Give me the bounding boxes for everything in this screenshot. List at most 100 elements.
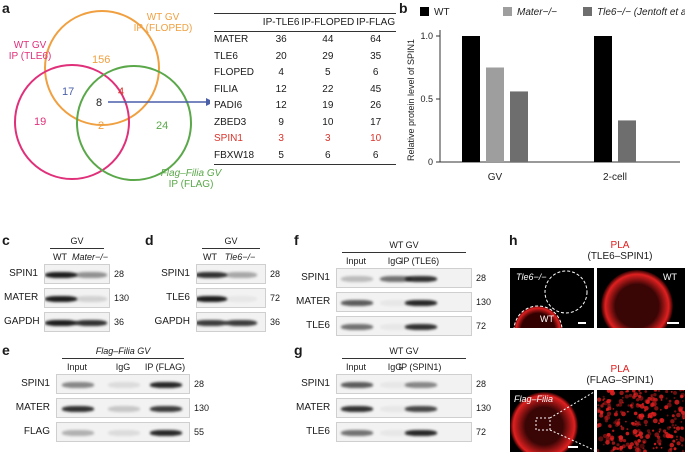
pla-speckle [675, 438, 678, 441]
pla-speckle [665, 390, 669, 394]
blot-band [62, 430, 94, 436]
pla-bottom-sub: (FLAG–SPIN1) [586, 375, 654, 386]
pla-speckle [639, 403, 645, 409]
blot_c-strip [44, 264, 110, 284]
pla-speckle [652, 418, 658, 424]
blot-band [341, 430, 373, 436]
blot_e-strip [56, 398, 190, 418]
blot-band [341, 300, 373, 306]
pla-speckle [645, 424, 647, 427]
x-tick-label: GV [488, 172, 503, 183]
pla-speckle [625, 442, 630, 447]
pla-speckle [621, 396, 624, 399]
blot_d-title: GV [224, 236, 238, 246]
pla-speckle [618, 418, 621, 421]
pla-speckle [650, 395, 653, 398]
pla-speckle [634, 421, 640, 427]
venn-arrow-head [206, 98, 210, 106]
table-cell-count: 29 [322, 50, 334, 62]
pla-speckle [674, 399, 680, 405]
blot_f-marker: 72 [476, 321, 487, 331]
blot-band [380, 300, 412, 306]
table-cell-count: 5 [278, 149, 284, 161]
pla-speckle [634, 447, 640, 452]
bar-gv-2 [510, 91, 528, 162]
pla-speckle [638, 394, 642, 399]
pla-speckle [681, 406, 684, 409]
blot-band [108, 382, 140, 388]
blot_e-col-label: IP (FLAG) [144, 362, 186, 372]
blot-band [108, 430, 140, 436]
pla-speckle [603, 415, 609, 421]
panel-label-a: a [2, 0, 10, 16]
pla-speckle [612, 408, 615, 410]
y-axis-label: Relative protein level of SPIN1 [406, 39, 416, 161]
pla-speckle [645, 399, 650, 404]
pla-speckle [638, 390, 641, 392]
pla-speckle [674, 430, 677, 434]
venn-diagram [14, 10, 210, 181]
pla-speckle [653, 442, 657, 446]
pla-top-left-wt: WT [540, 314, 554, 324]
pla-speckle [616, 403, 620, 407]
pla-speckle [656, 438, 662, 444]
blot_g-row-label: MATER [296, 402, 331, 413]
blot-band [405, 300, 437, 306]
pla-speckle [635, 442, 640, 446]
pla-speckle [660, 446, 663, 449]
blot-band [380, 406, 412, 412]
blot-band [380, 430, 412, 436]
table-cell-count: 22 [322, 83, 334, 95]
table-cell-count: 5 [325, 67, 331, 79]
table-cell-count: 10 [370, 133, 382, 145]
pla-speckle [649, 415, 653, 419]
pla-speckle [626, 428, 629, 431]
blot_g-strip [336, 422, 472, 442]
legend-swatch [503, 7, 512, 16]
blot_e-row-label: SPIN1 [21, 378, 50, 389]
blot_e-row-label: FLAG [23, 426, 50, 437]
pla-speckle [605, 440, 610, 445]
blot-band [405, 406, 437, 412]
blot_d-marker: 28 [270, 269, 281, 279]
pla-speckle [680, 421, 683, 423]
pla-speckle [671, 424, 675, 427]
blot_d-col-label: WT [203, 252, 217, 262]
pla-speckle [611, 441, 616, 445]
pla-speckle [636, 403, 639, 406]
table-cell-protein: FLOPED [214, 67, 255, 79]
bar-gv-0 [462, 36, 480, 162]
blot-band [75, 272, 107, 278]
pla-speckle [654, 398, 658, 402]
blot_e-title-underline [62, 358, 184, 359]
pla-speckle [619, 445, 624, 450]
blot_e-strip [56, 422, 190, 442]
venn-count-pink-only: 19 [34, 116, 47, 128]
blot_c-col-label: Mater−/− [71, 252, 109, 262]
table-cell-count: 3 [278, 133, 284, 145]
blot_e-marker: 130 [194, 403, 210, 413]
pla-speckle [654, 406, 659, 411]
pla-speckle [638, 413, 642, 417]
pla-speckle [618, 402, 623, 407]
blot-band [380, 324, 412, 330]
blot_g-marker: 130 [476, 403, 492, 413]
pla-speckle [615, 410, 618, 413]
blot_g-marker: 72 [476, 427, 487, 437]
pla-speckle [619, 390, 624, 396]
blot_f-strip [336, 316, 472, 336]
pla-speckle [675, 435, 679, 438]
table-cell-protein: PADI6 [214, 100, 243, 112]
pla-speckle [656, 435, 661, 440]
blot-band [62, 382, 94, 388]
pla-image-top-left: Tle6−/− WT [510, 268, 594, 328]
pla-speckle [651, 401, 657, 407]
pla-speckle [653, 393, 657, 397]
table-cell-count: 10 [322, 116, 334, 128]
panel-label-d: d [145, 232, 154, 248]
blot_c-row-label: MATER [4, 292, 39, 303]
blot-band [341, 324, 373, 330]
pla-speckle [642, 447, 645, 450]
blot-band [380, 276, 412, 282]
pla-speckle [682, 390, 685, 392]
